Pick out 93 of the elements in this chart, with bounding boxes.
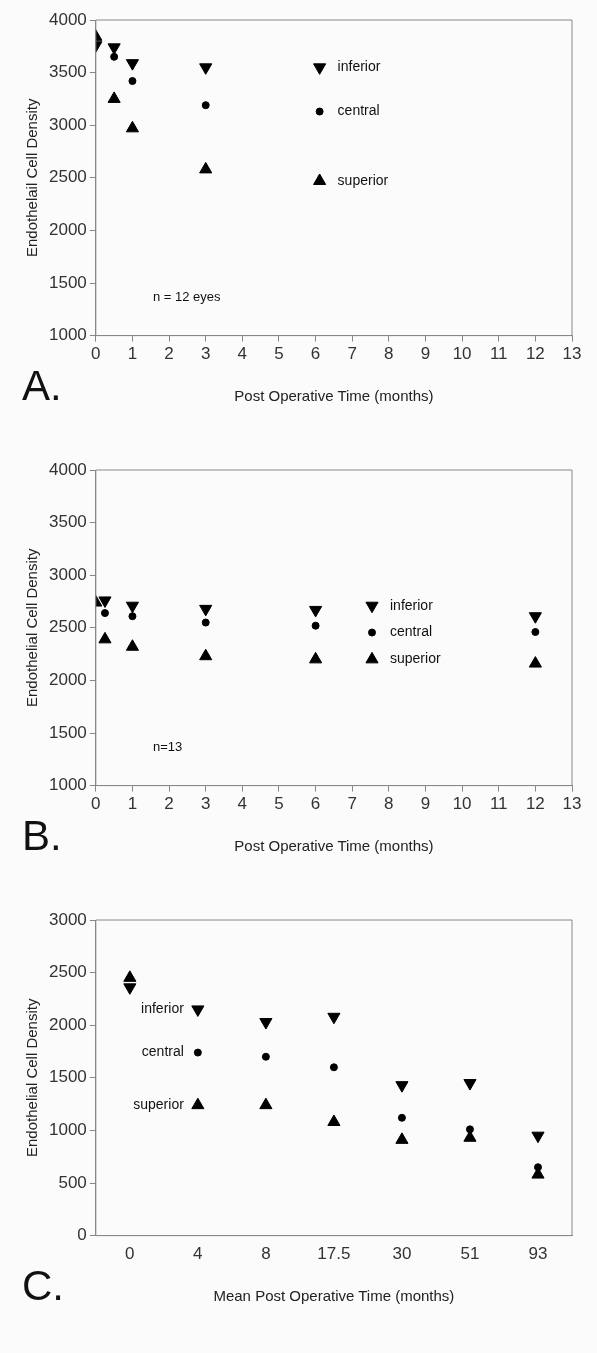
- x-tick-label: 5: [274, 794, 284, 814]
- x-tick-label: 1: [127, 794, 138, 814]
- point: [259, 1018, 273, 1030]
- legend-label: superior: [337, 171, 389, 188]
- x-tick-label: 3: [200, 344, 211, 364]
- point: [123, 983, 137, 995]
- legend-label: superior: [390, 650, 441, 667]
- y-tick-label: 3000: [48, 114, 87, 134]
- x-tick-label: 13: [562, 344, 582, 364]
- x-tick-label: 10: [452, 794, 472, 814]
- point: [259, 1097, 273, 1110]
- x-tick-label: 4: [237, 794, 248, 814]
- x-axis-title: Mean Post Operative Time (months): [213, 1287, 455, 1305]
- point: [395, 1132, 409, 1144]
- point: [397, 1113, 406, 1122]
- legend-label: inferior: [390, 596, 434, 613]
- x-tick-label: 1: [127, 344, 138, 364]
- y-tick-label: 1500: [48, 1067, 87, 1087]
- y-tick-label: 3500: [48, 512, 87, 532]
- point: [395, 1081, 409, 1093]
- x-tick-label: 11: [489, 794, 508, 814]
- y-tick-label: 2500: [48, 617, 87, 637]
- point: [191, 1097, 205, 1110]
- x-tick-label: 12: [525, 344, 545, 364]
- point: [533, 1163, 542, 1172]
- legend-label: central: [390, 623, 433, 640]
- y-axis-title: Endothelial Cell Density: [23, 998, 41, 1158]
- x-tick-label: 2: [164, 794, 174, 814]
- x-tick-label: 6: [310, 344, 321, 364]
- x-tick-label: 8: [261, 1244, 271, 1264]
- annotation: n=13: [152, 739, 183, 755]
- point: [329, 1063, 338, 1072]
- y-tick-label: 2500: [48, 167, 87, 187]
- x-tick-label: 4: [237, 344, 248, 364]
- point: [327, 1114, 341, 1126]
- text: A.: [22, 362, 62, 410]
- x-tick-label: 51: [460, 1244, 480, 1264]
- x-tick-label: 17.5: [317, 1244, 351, 1264]
- y-tick-label: 1500: [48, 722, 87, 742]
- x-tick-label: 5: [274, 344, 284, 364]
- y-tick-label: 0: [77, 1225, 87, 1245]
- y-tick-label: 1000: [48, 775, 87, 795]
- y-tick-label: 1000: [48, 1120, 87, 1140]
- x-tick-label: 12: [525, 794, 545, 814]
- y-tick-label: 4000: [48, 9, 87, 29]
- point: [327, 1012, 341, 1025]
- point: [463, 1079, 477, 1091]
- y-tick-label: 1000: [48, 325, 87, 345]
- point: [191, 1005, 205, 1017]
- y-tick-label: 3500: [48, 62, 87, 82]
- x-tick-label: 7: [347, 794, 357, 814]
- x-tick-label: 2: [164, 344, 174, 364]
- y-axis-title: Endothelial Cell Density: [23, 548, 41, 708]
- annotation: n = 12 eyes: [152, 289, 222, 305]
- x-tick-label: 6: [310, 794, 321, 814]
- x-tick-label: 10: [452, 344, 472, 364]
- x-tick-label: 8: [384, 794, 394, 814]
- text: B.: [22, 812, 62, 860]
- y-tick-label: 500: [58, 1172, 87, 1192]
- y-tick-label: 1500: [48, 272, 87, 292]
- y-tick-label: 2500: [48, 962, 87, 982]
- point: [465, 1125, 474, 1134]
- y-tick-label: 2000: [48, 1014, 87, 1034]
- x-tick-label: 3: [200, 794, 211, 814]
- point: [463, 1130, 477, 1142]
- y-axis-title: Endothelail Cell Density: [23, 98, 41, 258]
- x-tick-label: 0: [91, 794, 101, 814]
- x-tick-label: 4: [193, 1244, 203, 1264]
- x-tick-label: 7: [347, 344, 357, 364]
- y-tick-label: 4000: [48, 459, 87, 479]
- y-tick-label: 3000: [48, 564, 87, 584]
- point: [261, 1052, 270, 1061]
- x-axis-title: Post Operative Time (months): [234, 387, 434, 405]
- x-tick-label: 30: [392, 1244, 412, 1264]
- x-tick-label: 8: [384, 344, 394, 364]
- x-tick-label: 9: [420, 794, 431, 814]
- series-label: central: [141, 1043, 184, 1060]
- series-label: superior: [133, 1096, 185, 1113]
- text: C.: [22, 1262, 64, 1310]
- y-tick-label: 2000: [48, 670, 87, 690]
- x-tick-label: 9: [420, 344, 431, 364]
- x-tick-label: 13: [562, 794, 582, 814]
- x-tick-label: 0: [125, 1244, 135, 1264]
- x-tick-label: 11: [489, 344, 508, 364]
- y-tick-label: 3000: [48, 909, 87, 929]
- series-label: inferior: [141, 1000, 185, 1017]
- y-tick-label: 2000: [48, 220, 87, 240]
- legend-label: central: [337, 102, 380, 119]
- x-axis-title: Post Operative Time (months): [234, 837, 434, 855]
- point: [193, 1048, 202, 1057]
- legend-label: inferior: [337, 58, 381, 75]
- x-tick-label: 93: [528, 1244, 548, 1264]
- x-tick-label: 0: [91, 344, 101, 364]
